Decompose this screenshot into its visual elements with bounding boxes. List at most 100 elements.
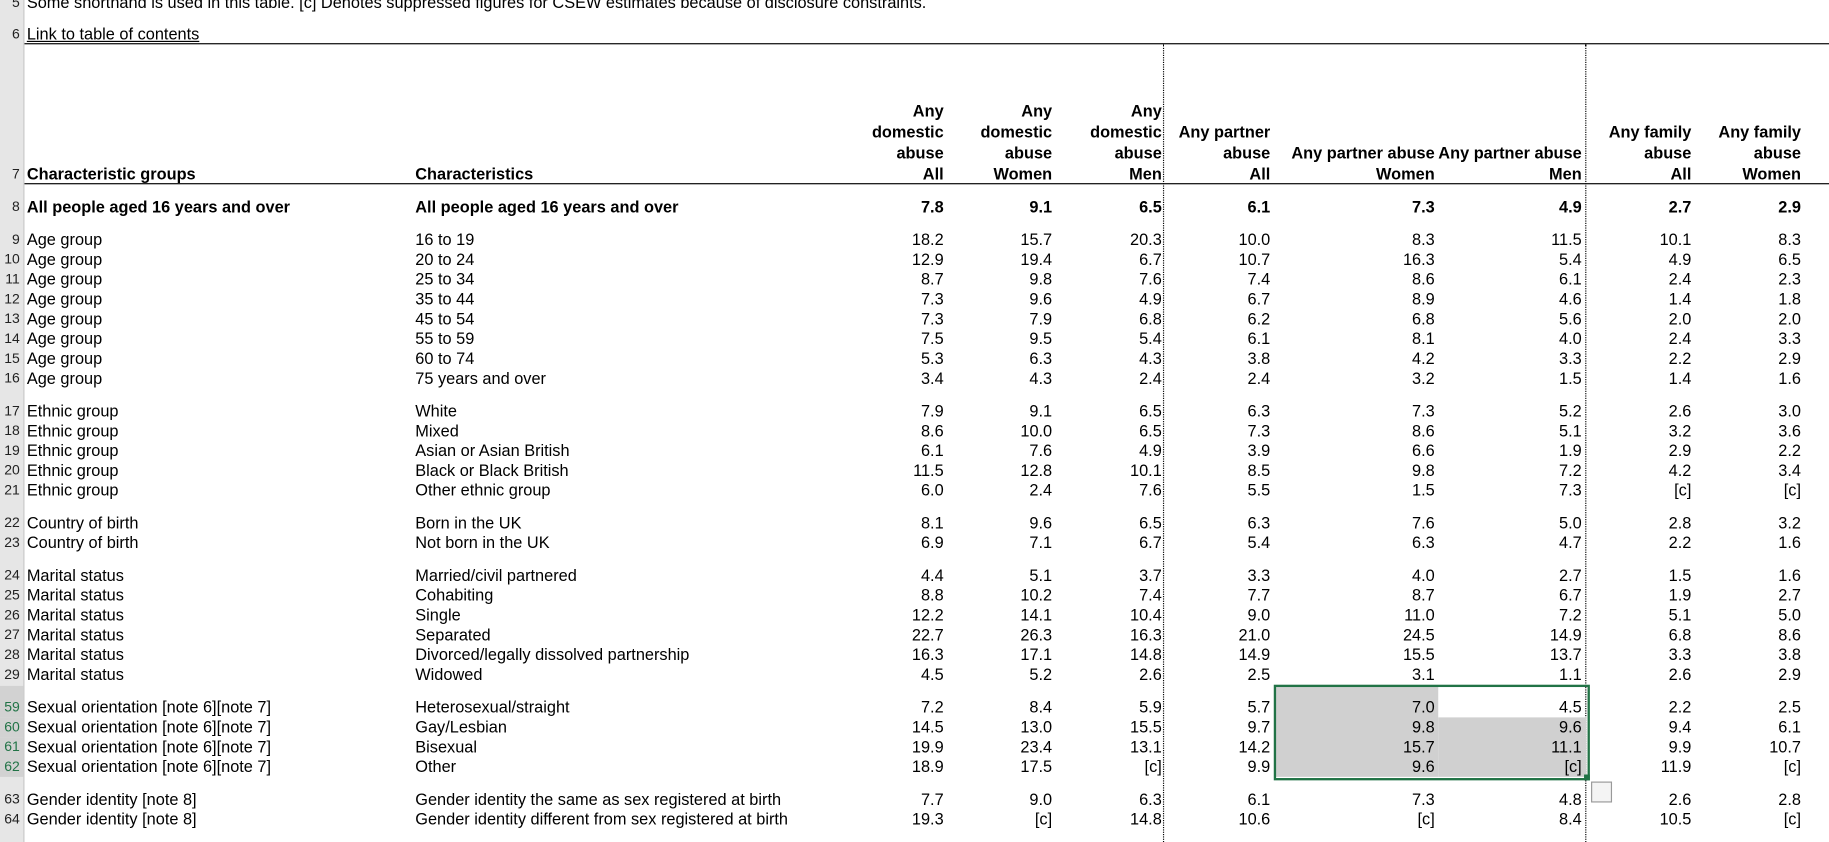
value-cell: 9.9 [1247,757,1271,776]
row-label: All people aged 16 years and over [26,197,291,216]
value-cell: 1.4 [1668,289,1692,308]
value-cell: 8.1 [920,513,944,532]
row-label: Other ethnic group [415,480,551,500]
row-label: Ethnic group [26,440,119,460]
value-cell: 7.0 [1412,697,1435,717]
value-cell: 9.4 [1668,717,1692,737]
value-cell: 6.3 [1247,513,1271,532]
row-label: Asian or Asian British [415,440,570,460]
value-cell: 1.9 [1668,585,1692,605]
value-cell: [c] [1144,757,1162,776]
value-cell: 1.9 [1559,440,1582,460]
value-cell: 5.6 [1559,309,1582,328]
value-cell: 19.3 [911,809,944,829]
value-cell: 8.3 [1778,229,1802,249]
value-cell: 2.8 [1778,789,1802,809]
value-cell: 9.8 [1029,269,1053,289]
row-number: 10 [4,250,20,268]
value-cell: 5.1 [1668,605,1692,625]
value-cell: 5.5 [1247,480,1271,500]
column-header: Women [1376,164,1435,184]
value-cell: 7.2 [1559,605,1582,625]
column-header: Any [1021,101,1053,121]
value-cell: 4.6 [1559,289,1582,308]
value-cell: 3.4 [920,368,944,388]
value-cell: 18.9 [911,757,944,776]
value-cell: 9.0 [1029,789,1053,809]
value-cell: 3.2 [1778,513,1802,532]
value-cell: 6.3 [1247,401,1271,420]
quick-analysis-icon[interactable] [1591,780,1613,802]
value-cell: 4.5 [920,664,944,684]
value-cell: 7.7 [1247,585,1271,605]
column-header: Any partner abuse [1291,143,1435,163]
value-cell: 3.2 [1412,368,1435,388]
row-number: 9 [12,230,20,248]
row-label: Mixed [415,421,459,440]
row-number: 63 [4,790,20,808]
row-label: 55 to 59 [415,328,475,348]
value-cell: 5.0 [1778,605,1802,625]
value-cell: 6.1 [1247,197,1271,216]
value-cell: 7.2 [1559,460,1582,480]
value-cell: 2.0 [1778,309,1802,328]
value-cell: 10.1 [1130,460,1162,480]
value-cell: 4.5 [1559,697,1582,717]
value-cell: 6.1 [1778,717,1802,737]
row-number: 12 [4,290,20,307]
value-cell: 7.4 [1247,269,1271,289]
row-label: Ethnic group [26,460,119,480]
value-cell: 6.7 [1559,585,1582,605]
value-cell: 2.6 [1668,664,1692,684]
row-number: 64 [4,810,20,828]
value-cell: 26.3 [1020,625,1053,644]
value-cell: 4.7 [1559,533,1582,552]
value-cell: 2.6 [1668,789,1692,809]
value-cell: 6.8 [1668,625,1692,644]
column-header: abuse [1644,143,1692,163]
row-label: Widowed [415,664,483,684]
value-cell: 6.1 [1247,328,1271,348]
row-label: Age group [26,289,103,308]
row-label: Gender identity [note 8] [26,789,197,809]
row-label: Age group [26,269,103,289]
value-cell: 1.5 [1412,480,1435,500]
toc-link[interactable]: Link to table of contents [26,24,200,44]
value-cell: 7.1 [1029,533,1053,552]
value-cell: 5.4 [1247,533,1271,552]
value-cell: 8.4 [1559,809,1582,829]
row-number: 60 [4,718,20,735]
value-cell: 7.6 [1412,513,1435,532]
value-cell: 2.9 [1668,440,1692,460]
value-cell: 12.8 [1020,460,1053,480]
value-cell: 2.4 [1139,368,1162,388]
value-cell: 16.3 [1130,625,1162,644]
column-header: Any [912,101,944,121]
row-label: Gender identity the same as sex register… [415,789,782,809]
row-number: 8 [12,198,20,215]
column-header: Any family [1718,122,1802,142]
selection-border [1273,684,1590,780]
value-cell: 2.2 [1778,440,1802,460]
value-cell: 9.6 [1559,717,1582,737]
value-cell: 10.7 [1238,249,1271,269]
row-label: Marital status [26,625,124,644]
row-label: Marital status [26,565,124,585]
value-cell: 5.0 [1559,513,1582,532]
column-header: Any partner [1178,122,1271,142]
value-cell: 9.0 [1247,605,1271,625]
value-cell: 9.6 [1029,289,1053,308]
value-cell: 10.4 [1130,605,1162,625]
fill-handle [1584,773,1590,780]
row-label: Gender identity [note 8] [26,809,197,829]
value-cell: 5.3 [920,348,944,368]
row-label: Age group [26,368,103,388]
value-cell: 6.0 [920,480,944,500]
value-cell: 2.8 [1668,513,1692,532]
row-number: 20 [4,461,20,479]
value-cell: 4.4 [920,565,944,585]
row-number: 15 [4,349,20,367]
row-label: Country of birth [26,513,139,532]
value-cell: 8.9 [1412,289,1435,308]
